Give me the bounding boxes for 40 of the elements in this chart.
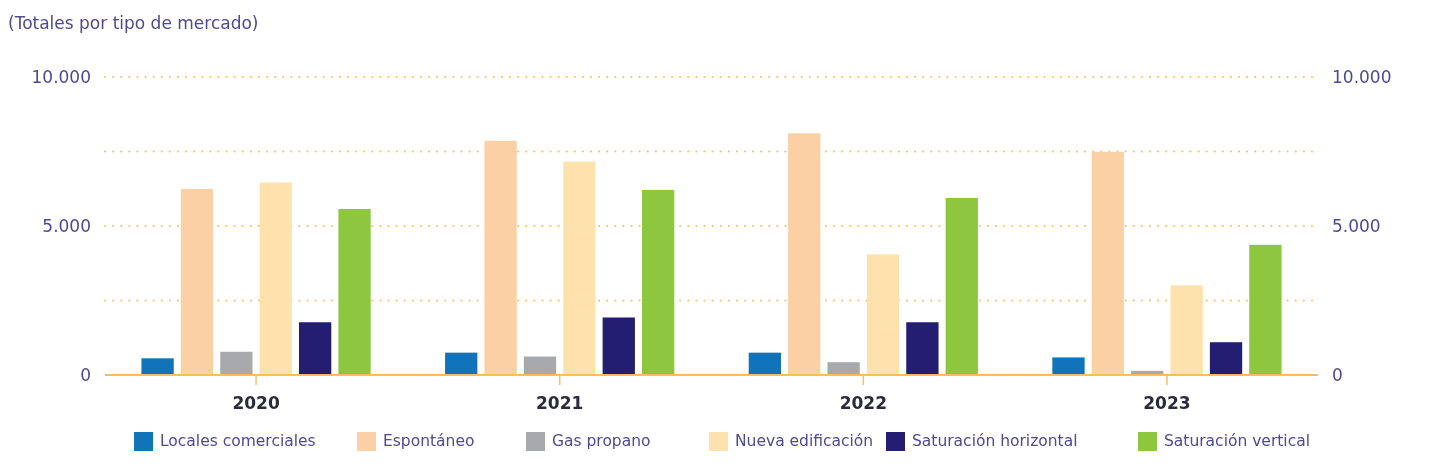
bar bbox=[1249, 244, 1282, 375]
bar bbox=[827, 362, 860, 375]
bar bbox=[748, 352, 781, 375]
bar bbox=[602, 317, 635, 375]
legend-label: Nueva edificación bbox=[735, 432, 874, 451]
bar bbox=[906, 322, 939, 375]
bar bbox=[1170, 285, 1203, 375]
bar bbox=[866, 254, 900, 375]
bar bbox=[259, 182, 292, 375]
x-tick-label: 2022 bbox=[839, 393, 887, 413]
y-tick-label: 5.000 bbox=[42, 215, 91, 236]
legend-label: Espontáneo bbox=[383, 432, 475, 451]
legend-label: Saturación horizontal bbox=[912, 432, 1078, 451]
bar bbox=[642, 189, 675, 375]
bar bbox=[523, 356, 557, 375]
bar bbox=[180, 189, 214, 375]
x-tick-label: 2021 bbox=[536, 393, 584, 413]
bar bbox=[141, 358, 174, 375]
legend-label: Gas propano bbox=[552, 432, 651, 451]
x-tick-label: 2023 bbox=[1143, 393, 1191, 413]
bar bbox=[1052, 357, 1085, 375]
legend-label: Locales comerciales bbox=[160, 432, 316, 451]
bar bbox=[945, 197, 978, 375]
y-tick-label: 10.000 bbox=[31, 66, 91, 87]
chart-title: (Totales por tipo de mercado) bbox=[8, 13, 259, 33]
y2-tick-label: 5.000 bbox=[1332, 215, 1381, 236]
bar bbox=[1209, 342, 1243, 375]
bar bbox=[788, 133, 821, 375]
bar bbox=[484, 140, 517, 375]
y2-tick-label: 10.000 bbox=[1332, 66, 1392, 87]
bar bbox=[1091, 151, 1125, 375]
bar bbox=[220, 351, 253, 375]
bar bbox=[563, 161, 596, 375]
y2-tick-label: 0 bbox=[1332, 364, 1343, 385]
bar bbox=[445, 352, 478, 375]
y-tick-label: 0 bbox=[80, 364, 91, 385]
bar bbox=[338, 209, 371, 375]
x-tick-label: 2020 bbox=[232, 393, 280, 413]
legend-label: Saturación vertical bbox=[1164, 432, 1310, 451]
bar bbox=[298, 322, 332, 375]
